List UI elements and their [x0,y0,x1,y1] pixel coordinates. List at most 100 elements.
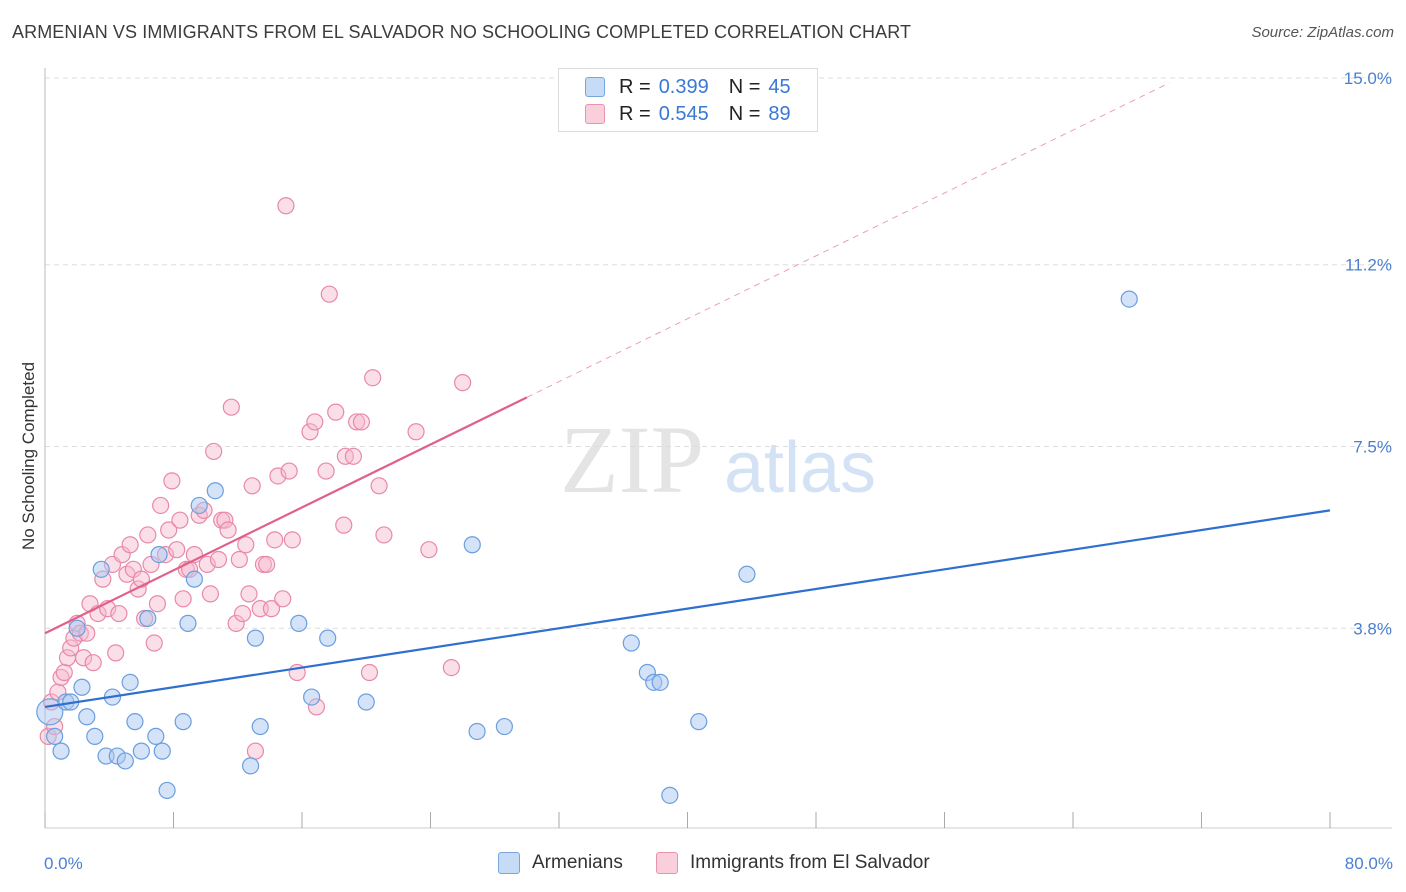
salvador-point [360,663,379,682]
armenians-point [251,717,269,736]
salvador-point [370,477,388,495]
n-label: N = [728,102,761,125]
salvador-point [375,526,393,544]
salvador-point [132,570,150,588]
salvador-point [280,462,298,480]
y-tick-label: 15.0% [1344,69,1392,88]
salvador-point [327,403,345,421]
salvador-point [148,595,167,613]
salvador-point [152,496,170,515]
chart-title: ARMENIAN VS IMMIGRANTS FROM EL SALVADOR … [12,22,912,42]
correlation-legend: R = 0.399 N = 45 R = 0.545 N = 89 [558,68,818,132]
y-axis-label: No Schooling Completed [19,362,38,550]
armenians-point [319,629,337,647]
armenians-point [86,727,104,745]
salvador-point [320,285,338,303]
armenians-point [46,727,64,745]
salvador-point [216,511,234,529]
watermark-atlas: atlas [724,428,876,508]
salvador-point [52,668,70,687]
salvador-point [163,472,181,490]
salvador-point [168,541,186,559]
armenians-point [179,614,197,632]
legend-item-armenians: Armenians [498,852,623,874]
legend-label: Immigrants from El Salvador [690,852,930,873]
salvador-point [258,555,276,574]
armenians-point [690,713,708,731]
legend-row-armenians: R = 0.399 N = 45 [585,74,791,100]
salvador-point [442,658,460,677]
salvador-point [246,742,265,760]
salvador-point [420,541,438,559]
salvador-point [145,634,163,652]
armenians-point [68,619,86,637]
y-tick-label: 3.8% [1353,619,1392,638]
armenians-point [463,536,481,554]
salvador-point [230,550,248,569]
armenians-point [78,708,96,726]
salvador-point [209,550,228,569]
salvador-point [364,369,382,387]
salvador-point [160,521,178,539]
salvador-point [301,423,319,441]
salvador-point [274,590,292,608]
armenians-point [206,482,224,500]
r-label: R = [619,75,651,98]
armenians-point [121,673,139,691]
armenians-point [190,496,208,515]
n-value: 45 [768,75,791,98]
armenians-point [303,688,321,706]
salvador-point [237,536,255,554]
armenians-point [132,742,150,760]
armenians-point [468,722,486,741]
salvador-point [277,197,295,215]
armenians-point [651,673,669,691]
salvador-point [110,604,128,623]
watermark-zip: ZIP [560,406,704,513]
salvador-trend-line [44,396,528,635]
legend-item-salvador: Immigrants from El Salvador [656,852,930,874]
salvador-point [240,585,258,603]
armenians-point [174,713,192,731]
trend-lines [44,82,1331,708]
legend-row-salvador: R = 0.545 N = 89 [585,101,791,127]
salvador-point [198,555,216,574]
armenians-point [246,629,265,647]
r-value: 0.399 [658,75,709,98]
armenians-point [158,781,176,800]
n-value: 89 [768,102,791,125]
tick-labels: 3.8% 7.5% 11.2% 15.0% 0.0% 80.0% [44,69,1393,873]
armenians-point [150,545,168,564]
x-tick-label: 80.0% [1345,854,1393,873]
salvador-point [266,531,284,549]
armenians-point [52,742,70,760]
y-tick-label: 11.2% [1345,256,1392,275]
legend-swatch-pink [656,852,678,874]
armenians-point [126,713,144,731]
armenians-point [153,742,171,760]
salvador-point [84,654,102,672]
salvador-point [107,644,125,662]
salvador-point [317,462,335,480]
armenians-point [147,727,165,745]
r-value: 0.545 [658,102,709,125]
salvador-point [348,413,366,431]
armenians-point [185,570,203,588]
armenians-point [242,757,260,775]
y-tick-label: 7.5% [1353,438,1392,457]
salvador-point [306,413,324,431]
salvador-trend-extension [526,82,1170,398]
salvador-point [335,516,353,534]
salvador-point [269,467,287,485]
source-label: Source: ZipAtlas.com [1251,24,1394,41]
salvador-point [139,526,157,544]
armenians-point [73,678,91,696]
armenians-point [92,560,110,578]
salvador-point [233,604,252,623]
salvador-point [171,511,189,529]
n-label: N = [728,75,761,98]
legend-label: Armenians [532,852,623,873]
salvador-point [222,398,240,416]
armenians-point [290,614,308,632]
